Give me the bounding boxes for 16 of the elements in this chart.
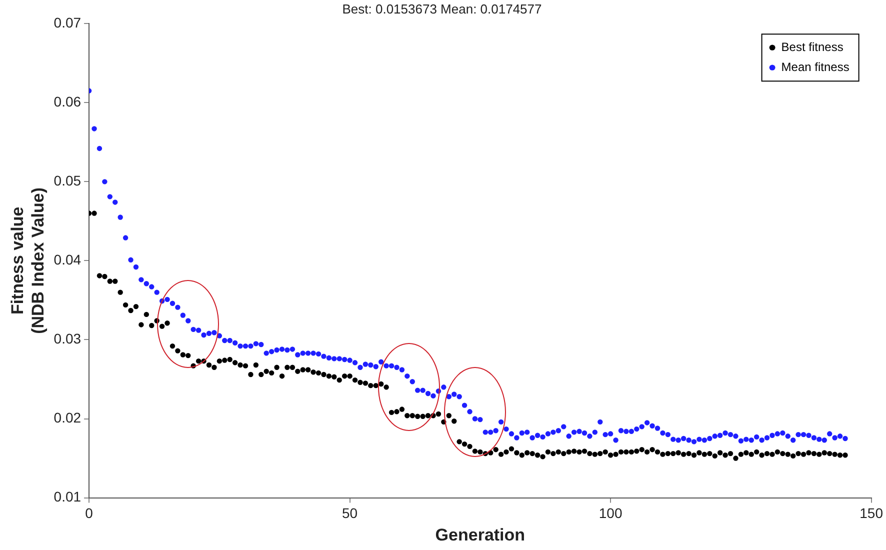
y-tick-label: 0.02	[54, 410, 82, 426]
y-tick-label: 0.07	[54, 14, 82, 30]
y-tick-label: 0.03	[54, 330, 82, 347]
x-tick-label: 50	[342, 505, 358, 522]
x-tick-label: 0	[85, 505, 94, 522]
y-tick-label: 0.01	[54, 488, 82, 505]
x-tick-label: 100	[598, 505, 622, 522]
x-axis-title: Generation	[435, 525, 526, 544]
y-tick-label: 0.05	[54, 172, 82, 189]
y-tick-label: 0.04	[54, 252, 82, 268]
y-tick-label: 0.06	[54, 93, 82, 110]
x-tick-label: 150	[860, 505, 884, 522]
legend-label: Best fitness	[781, 40, 844, 54]
y-axis-title: Fitness value (NDB Index Value)	[8, 187, 48, 334]
legend-label: Mean fitness	[781, 60, 850, 74]
chart-title: Best: 0.0153673 Mean: 0.0174577	[342, 1, 542, 16]
